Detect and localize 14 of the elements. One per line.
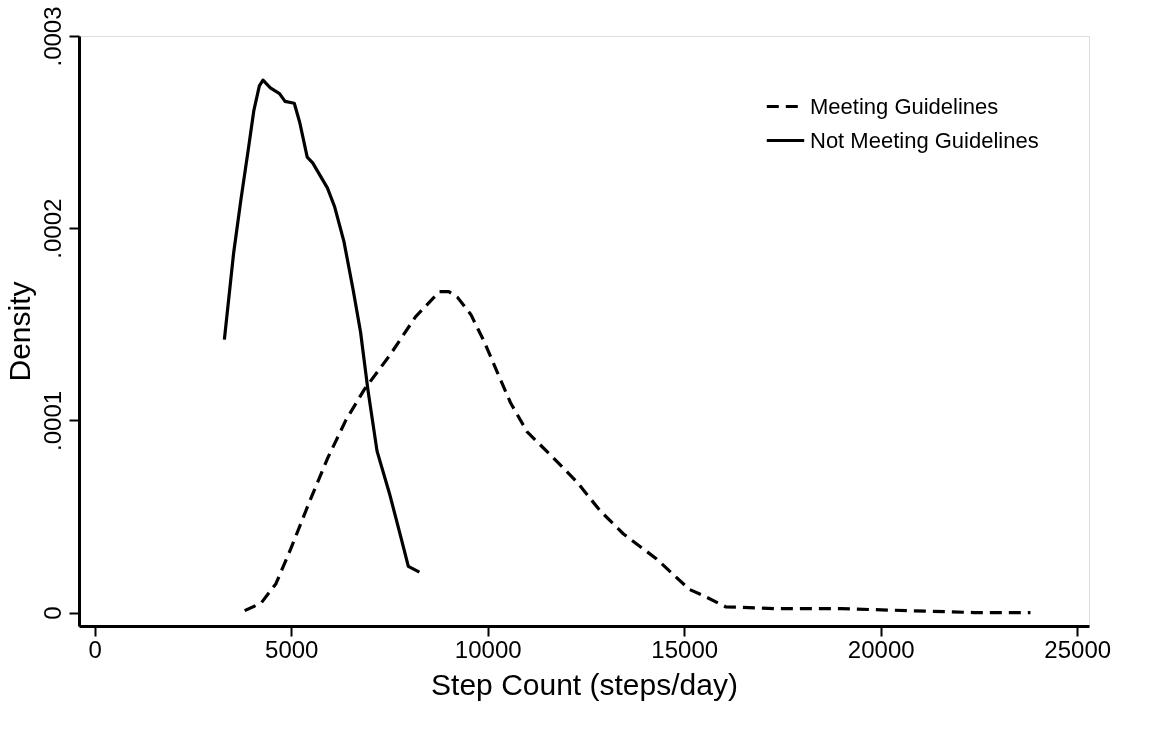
x-tick-label: 5000 [265,635,319,663]
x-axis-title: Step Count (steps/day) [431,667,738,701]
y-tick-label: 0 [38,606,66,620]
y-tick-label: .0002 [38,198,66,259]
x-tick-label: 25000 [1044,635,1112,663]
x-tick-label: 20000 [847,635,915,663]
y-axis-title: Density [2,281,36,382]
x-tick-label: 0 [88,635,102,663]
legend-label: Not Meeting Guidelines [810,127,1039,153]
y-tick-label: .0003 [38,6,66,67]
x-tick-label: 10000 [454,635,522,663]
x-tick-label: 15000 [651,635,719,663]
legend-label: Meeting Guidelines [810,93,999,119]
y-tick-label: .0001 [38,390,66,451]
